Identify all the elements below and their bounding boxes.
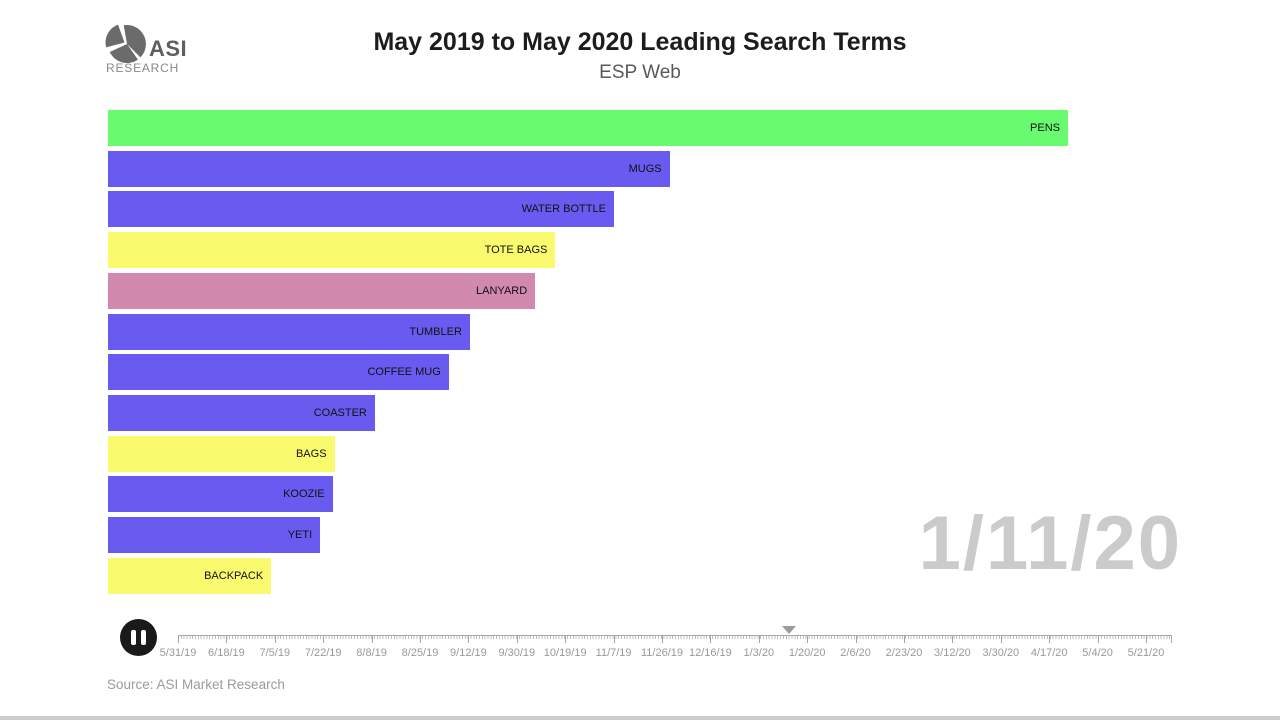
- bar-label: COFFEE MUG: [367, 366, 441, 378]
- bar-coaster: COASTER: [108, 395, 375, 431]
- timeline-tick-label: 7/5/19: [259, 647, 291, 659]
- page-subtitle: ESP Web: [599, 62, 681, 83]
- timeline-axis-line: [178, 635, 1172, 636]
- bar-yeti: YETI: [108, 517, 321, 553]
- timeline-major-tick: [420, 636, 421, 643]
- timeline-major-tick: [1000, 636, 1002, 643]
- bar-label: YETI: [287, 529, 313, 541]
- pie-chart-icon: [105, 24, 146, 64]
- timeline-tick-label: 9/30/19: [498, 647, 536, 659]
- pause-icon: [141, 630, 146, 645]
- timeline-tick-label: 2/23/20: [885, 647, 923, 659]
- bar-row: COASTER: [108, 395, 1068, 431]
- bar-row: YETI: [108, 517, 1068, 553]
- timeline-major-tick: [710, 636, 712, 643]
- timeline-tick-label: 8/25/19: [401, 647, 439, 659]
- bar-label: WATER BOTTLE: [521, 203, 606, 215]
- timeline-tick-label: 1/20/20: [788, 647, 826, 659]
- timeline-major-tick: [323, 636, 325, 643]
- bar-tote-bags: TOTE BAGS: [108, 232, 556, 268]
- timeline-major-tick: [904, 636, 905, 643]
- timeline-tick-label: 7/22/19: [304, 647, 342, 659]
- timeline-tick-label: 11/26/19: [640, 647, 684, 659]
- bar-row: BACKPACK: [108, 558, 1068, 594]
- bar-coffee-mug: COFFEE MUG: [108, 354, 449, 390]
- timeline-tick-label: 5/4/20: [1082, 647, 1113, 659]
- bar-row: TUMBLER: [108, 314, 1068, 350]
- timeline-major-tick: [468, 636, 470, 643]
- timeline-major-tick: [1097, 636, 1099, 643]
- timeline-major-tick: [613, 636, 615, 643]
- bar-label: PENS: [1030, 122, 1060, 134]
- timeline-major-tick: [371, 636, 373, 643]
- bar-row: MUGS: [108, 151, 1068, 187]
- bar-label: COASTER: [313, 407, 367, 419]
- timeline-minor-ticks: [178, 636, 1172, 639]
- logo-text-secondary: RESEARCH: [106, 61, 180, 75]
- bar-koozie: KOOZIE: [108, 476, 333, 512]
- timeline-major-tick: [758, 636, 760, 643]
- timeline-tick-label: 1/3/20: [743, 647, 775, 659]
- timeline-major-tick: [565, 636, 567, 643]
- bar-mugs: MUGS: [108, 151, 670, 187]
- bar-label: BAGS: [295, 448, 327, 460]
- bar-water-bottle: WATER BOTTLE: [108, 191, 614, 227]
- timeline-tick-label: 11/7/19: [595, 647, 632, 659]
- bar-label: TOTE BAGS: [484, 244, 548, 256]
- current-date-display: 1/11/20: [918, 501, 1182, 586]
- timeline-tick-label: 3/30/20: [982, 647, 1020, 659]
- logo-text-primary: ASI: [149, 36, 188, 61]
- bar-label: TUMBLER: [409, 326, 462, 338]
- timeline-tick-label: 6/18/19: [208, 647, 245, 659]
- timeline-tick-label: 3/12/20: [934, 647, 971, 659]
- timeline-major-tick: [516, 636, 518, 643]
- bar-tumbler: TUMBLER: [108, 314, 470, 350]
- timeline-major-tick: [274, 636, 276, 643]
- timeline-major-tick: [178, 636, 179, 643]
- bar-label: KOOZIE: [283, 488, 325, 500]
- timeline-major-tick: [226, 636, 228, 643]
- playhead-triangle-icon[interactable]: [782, 626, 797, 634]
- timeline-tick-label: 9/12/19: [450, 647, 487, 659]
- timeline-major-tick: [1146, 636, 1147, 643]
- timeline-tick-label: 2/6/20: [840, 647, 871, 659]
- bar-row: BAGS: [108, 436, 1068, 472]
- bar-label: BACKPACK: [204, 570, 264, 582]
- timeline-major-tick: [952, 636, 954, 643]
- bar-row: PENS: [108, 110, 1068, 146]
- pause-button[interactable]: [120, 619, 157, 656]
- timeline-major-tick: [1049, 636, 1051, 643]
- bar-backpack: BACKPACK: [108, 558, 272, 594]
- timeline-tick-label: 8/8/19: [356, 647, 387, 659]
- source-note: Source: ASI Market Research: [107, 677, 285, 692]
- bar-row: LANYARD: [108, 273, 1068, 309]
- pause-icon: [131, 630, 136, 645]
- timeline-end-tick: [1171, 635, 1172, 643]
- timeline-tick-label: 10/19/19: [543, 647, 587, 659]
- bar-lanyard: LANYARD: [108, 273, 536, 309]
- timeline-tick-label: 4/17/20: [1030, 647, 1068, 659]
- bar-row: COFFEE MUG: [108, 354, 1068, 390]
- bottom-edge-strip: [0, 716, 1280, 720]
- timeline-tick-label: 5/31/19: [159, 647, 197, 659]
- timeline-major-tick: [855, 636, 857, 643]
- page-title: May 2019 to May 2020 Leading Search Term…: [373, 28, 907, 56]
- bar-row: KOOZIE: [108, 476, 1068, 512]
- bar-row: TOTE BAGS: [108, 232, 1068, 268]
- timeline-tick-label: 5/21/20: [1127, 647, 1165, 659]
- bar-chart: PENS MUGS WATER BOTTLE TOTE BAGS LANYARD TUMB…: [108, 110, 1068, 599]
- bar-label: MUGS: [628, 163, 662, 175]
- bar-pens: PENS: [108, 110, 1068, 146]
- timeline-major-tick: [662, 636, 663, 643]
- timeline-major-tick: [807, 636, 809, 643]
- timeline-tick-label: 12/16/19: [688, 647, 732, 659]
- bar-row: WATER BOTTLE: [108, 191, 1068, 227]
- bar-bags: BAGS: [108, 436, 335, 472]
- bar-label: LANYARD: [476, 285, 528, 297]
- asi-research-logo: ASI RESEARCH: [105, 20, 215, 80]
- timeline-slider[interactable]: 5/31/19 6/18/19 7/5/19 7/22/19 8/8/19 8/25/19…: [160, 626, 1172, 665]
